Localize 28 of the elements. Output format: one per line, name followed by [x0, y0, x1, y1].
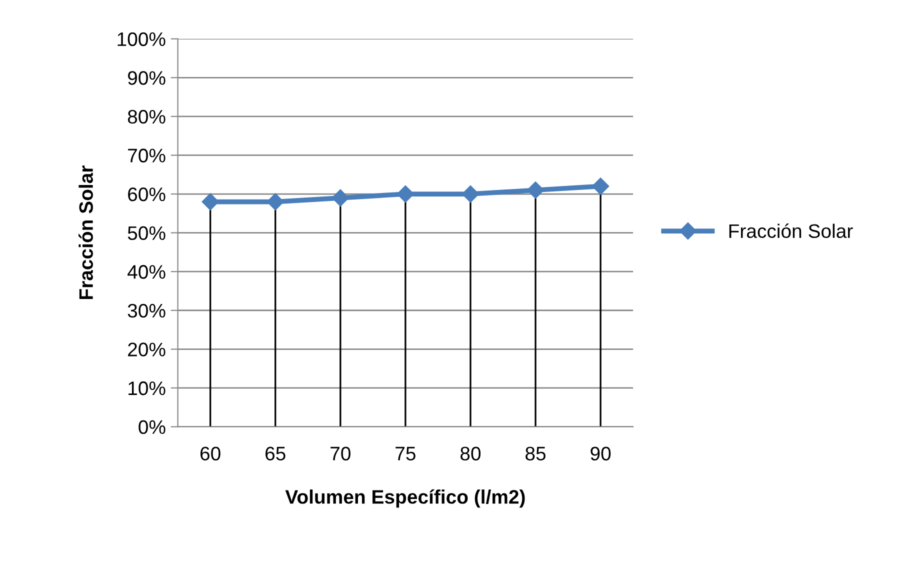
y-tick-label: 70%	[128, 148, 166, 162]
y-tick-label: 40%	[128, 265, 166, 279]
x-tick-label: 70	[330, 446, 350, 460]
point	[462, 185, 480, 203]
x-tick-label: 65	[266, 446, 286, 460]
x-tick-label: 85	[526, 446, 546, 460]
point	[526, 182, 544, 199]
x-tick-label: 90	[590, 446, 611, 460]
y-tick-label: 50%	[128, 226, 166, 240]
point	[266, 193, 284, 210]
point	[332, 189, 349, 206]
x-axis-title: Volumen Específico (l/m2)	[285, 489, 525, 508]
point	[202, 193, 219, 210]
point	[592, 178, 610, 195]
y-tick-label: 10%	[128, 381, 166, 396]
y-tick-label: 20%	[128, 342, 166, 356]
x-tick-label: 75	[396, 446, 416, 460]
y-tick-label: 30%	[128, 304, 166, 318]
legend-label: Fracción Solar	[729, 224, 853, 238]
point	[396, 185, 414, 203]
y-tick-label: 90%	[128, 71, 166, 85]
y-axis-title: Fracción Solar	[78, 166, 93, 300]
y-tick-label: 80%	[128, 110, 166, 124]
y-tick-label: 60%	[128, 187, 166, 202]
x-tick-label: 80	[460, 446, 481, 460]
y-tick-label: 100%	[118, 32, 166, 46]
x-tick-label: 60	[200, 446, 220, 460]
y-tick-label: 0%	[138, 420, 166, 434]
